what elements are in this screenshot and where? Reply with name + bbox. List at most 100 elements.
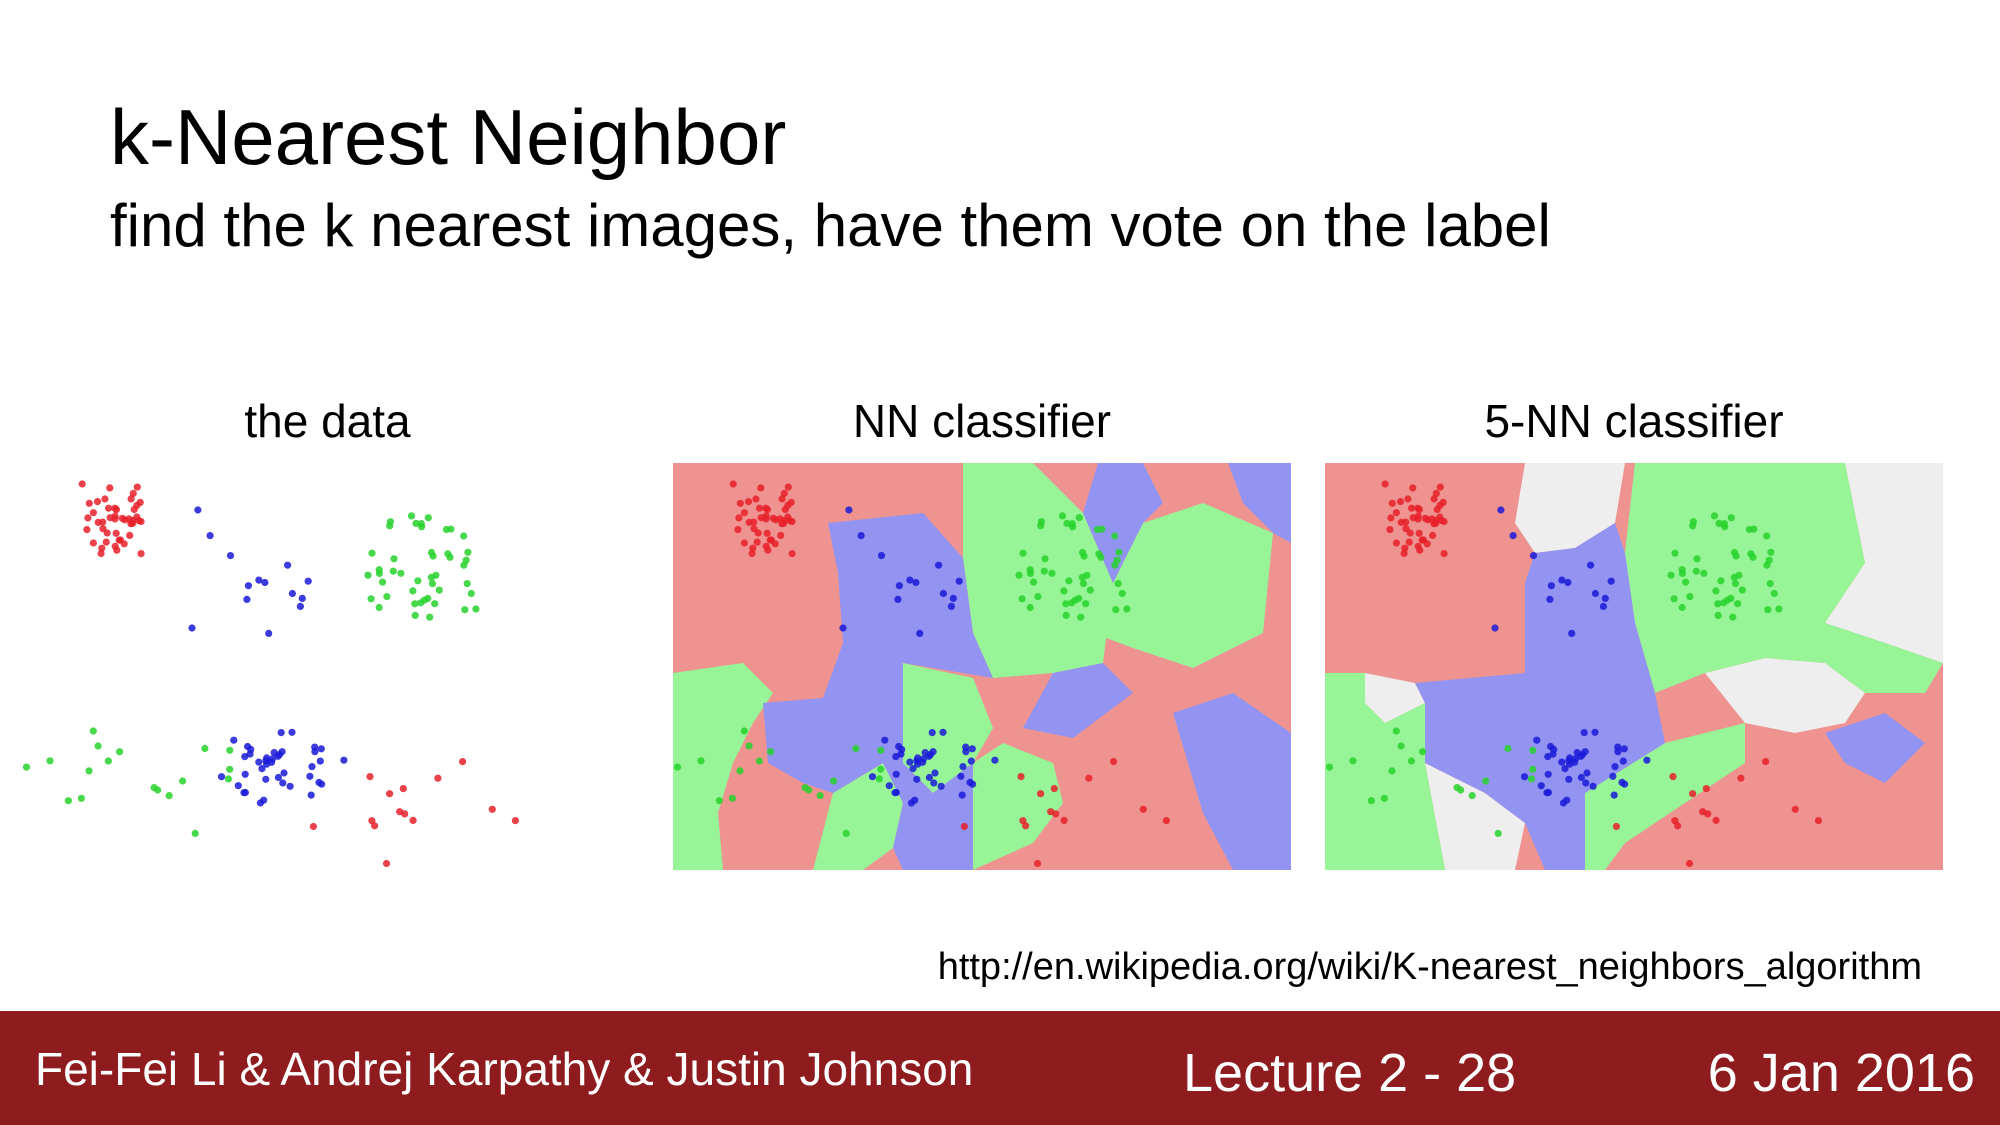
data-point [1563,796,1571,804]
data-point [1407,757,1415,765]
data-point [1704,810,1712,818]
data-point [1405,538,1413,546]
data-point [274,773,282,782]
data-point [1075,594,1083,602]
data-point [165,792,173,800]
data-point [911,796,919,804]
data-point [308,763,316,771]
data-point [757,484,765,492]
data-point [428,580,437,588]
data-point [111,515,119,523]
data-point [407,512,416,520]
data-point [1115,548,1123,556]
footer-date: 6 Jan 2016 [1707,1043,1975,1103]
data-point [1547,582,1555,590]
footer-lecture: Lecture 2 - 28 [1183,1043,1517,1103]
data-point [463,580,471,588]
data-point [1610,791,1618,799]
data-point [1402,525,1410,533]
data-point [750,525,758,533]
data-point [1745,525,1753,534]
data-point [1048,569,1056,577]
data-point [1041,555,1049,563]
data-point [881,736,889,744]
data-point [261,578,269,587]
data-point [127,495,135,503]
data-point [1571,755,1579,763]
nn-classifier-svg [673,463,1291,870]
data-point [188,624,196,632]
data-point [1749,553,1757,561]
data-point [777,531,785,539]
data-point [432,571,440,579]
data-point [1689,522,1697,530]
data-point [1080,552,1088,560]
data-point [1710,512,1719,520]
data-point [740,727,748,735]
data-point [959,763,967,771]
data-point [201,744,209,753]
data-point [1123,605,1131,613]
data-point [226,552,235,560]
data-point [1491,624,1499,632]
data-point [1086,586,1094,594]
data-point [85,499,93,507]
data-point [288,589,296,598]
data-point [511,817,519,825]
data-point [960,822,968,831]
data-point [1062,611,1070,619]
data-point [99,518,107,526]
data-point [1612,822,1620,831]
data-point [1537,782,1545,790]
data-point [1113,556,1121,564]
data-point [1062,600,1070,608]
data-point [409,816,417,824]
data-point [909,765,917,773]
panel-title-5nn: 5-NN classifier [1484,395,1784,447]
data-point [1692,567,1700,575]
data-point [244,742,252,751]
data-point [967,757,975,765]
data-point [1110,758,1118,766]
data-point [1721,523,1729,531]
data-point [1775,605,1783,613]
data-point [418,523,426,531]
data-point [364,571,372,579]
data-point [1814,817,1822,825]
data-point [1325,763,1334,771]
data-point [1618,778,1626,786]
data-point [1069,523,1077,531]
data-point [1735,571,1743,579]
source-url[interactable]: http://en.wikipedia.org/wiki/K-nearest_n… [937,946,1922,988]
knn-classifier-svg [1325,463,1943,870]
data-point [435,586,443,594]
data-point [1097,553,1105,561]
data-point [868,773,877,781]
data-point [464,548,472,556]
data-point [1607,577,1615,585]
data-point [913,775,921,783]
data-point [919,755,927,763]
data-point [317,745,325,753]
data-point [1527,775,1535,783]
data-point [955,577,963,585]
data-point [1093,525,1101,534]
data-point [446,553,454,561]
data-point [1700,569,1708,577]
data-point [1392,727,1400,735]
data-point [217,773,226,781]
data-point [1402,518,1410,526]
data-scatter-plot [22,463,642,870]
data-point [442,525,450,534]
data-point [753,538,761,546]
data-point [411,600,419,608]
data-point [763,529,771,537]
data-point [64,797,72,805]
data-point [154,786,162,794]
data-point [1060,587,1068,595]
data-point [931,769,939,777]
data-point [366,773,374,781]
data-point [260,796,268,804]
data-point [1727,514,1735,522]
panel-title-data: the data [244,395,411,447]
